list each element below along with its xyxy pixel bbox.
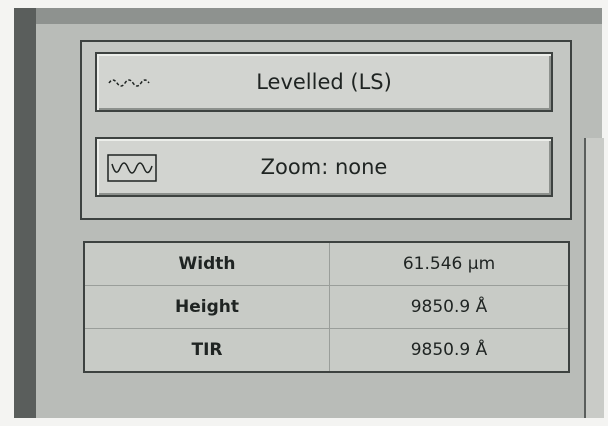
top-bar — [36, 8, 602, 24]
row-value: 9850.9 Å — [330, 286, 570, 329]
page: Levelled (LS) Zoom: none Width61.546 µmH… — [0, 0, 608, 426]
row-value: 61.546 µm — [330, 242, 570, 286]
row-label: TIR — [84, 329, 330, 373]
button-panel: Levelled (LS) Zoom: none — [80, 40, 572, 220]
bezel — [14, 8, 36, 418]
button-label: Levelled (LS) — [97, 54, 551, 110]
side-panel — [584, 138, 604, 418]
levelled-button[interactable]: Levelled (LS) — [95, 52, 553, 112]
button-label: Zoom: none — [97, 139, 551, 195]
row-label: Width — [84, 242, 330, 286]
row-value: 9850.9 Å — [330, 329, 570, 373]
zoom-button[interactable]: Zoom: none — [95, 137, 553, 197]
row-label: Height — [84, 286, 330, 329]
